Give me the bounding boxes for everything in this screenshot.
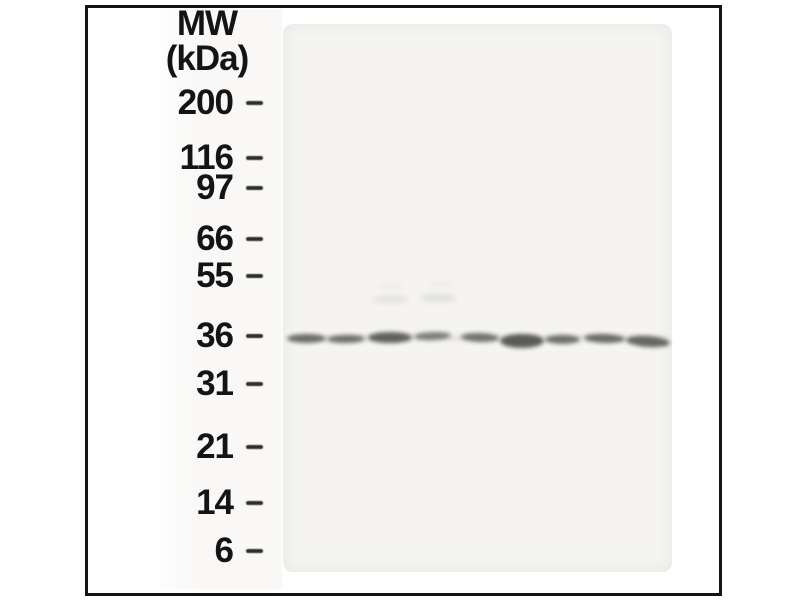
mw-title-line2: (kDa): [165, 39, 250, 78]
mw-label-21: 21: [196, 427, 234, 466]
mw-axis-title: MW (kDa): [146, 6, 268, 76]
mw-label-66: 66: [196, 219, 234, 258]
mw-label-6: 6: [214, 531, 234, 570]
mw-label-97: 97: [196, 168, 234, 207]
mw-label-36: 36: [196, 316, 234, 355]
faint-band-lane-4: [427, 282, 455, 286]
mw-tick-6: [246, 549, 263, 553]
mw-label-14: 14: [196, 483, 234, 522]
mw-title-line1: MW: [176, 4, 238, 43]
faint-band-lane-4: [419, 294, 456, 302]
mw-label-200: 200: [177, 83, 234, 122]
mw-tick-36: [246, 334, 263, 338]
mw-tick-66: [246, 237, 263, 241]
mw-tick-200: [246, 101, 263, 105]
mw-label-55: 55: [196, 256, 234, 295]
ladder-column-tint: [150, 9, 282, 589]
mw-tick-31: [246, 382, 263, 386]
protein-band-lane-7: [545, 335, 580, 344]
mw-tick-21: [246, 445, 263, 449]
mw-tick-55: [246, 274, 263, 278]
blot-membrane: [283, 24, 672, 572]
faint-band-lane-3: [372, 296, 409, 303]
protein-band-lane-1: [287, 334, 326, 343]
mw-tick-116: [246, 156, 263, 160]
protein-band-lane-3: [368, 332, 412, 343]
mw-label-31: 31: [196, 364, 234, 403]
mw-tick-14: [246, 501, 263, 505]
protein-band-lane-6: [500, 334, 544, 348]
faint-band-lane-3: [377, 284, 405, 288]
mw-label-116: 116: [179, 138, 234, 177]
mw-tick-97: [246, 186, 263, 190]
